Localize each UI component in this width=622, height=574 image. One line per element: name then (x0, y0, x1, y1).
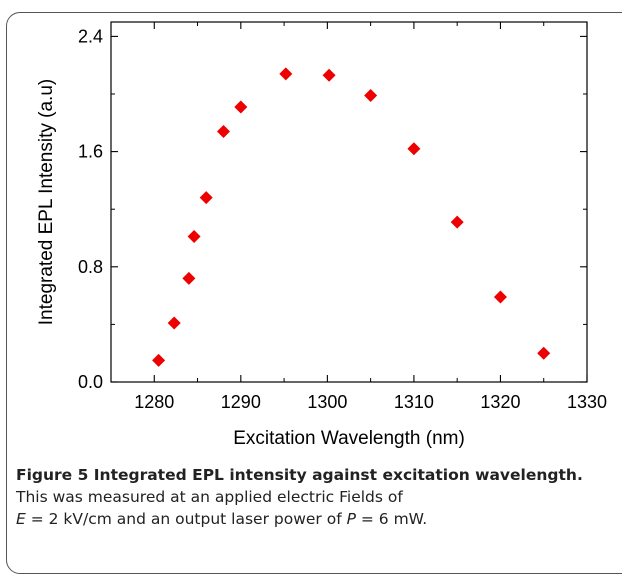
caption-var-e: E (16, 510, 26, 528)
data-point (182, 271, 196, 285)
data-point (152, 353, 166, 367)
data-point (234, 100, 248, 114)
caption-var-p: P (346, 510, 356, 528)
data-point (493, 290, 507, 304)
y-tick-label: 1.6 (78, 142, 103, 162)
data-point (322, 68, 336, 82)
figure-caption: Figure 5 Integrated EPL intensity agains… (16, 464, 606, 530)
x-axis-label: Excitation Wavelength (nm) (233, 428, 465, 449)
caption-label: Figure 5 Integrated EPL intensity agains… (16, 466, 583, 484)
data-point (364, 88, 378, 102)
x-tick-label: 1300 (307, 392, 347, 412)
caption-eq2: = 6 mW. (355, 510, 428, 528)
plot-frame (110, 21, 588, 383)
data-point (199, 191, 213, 205)
x-tick-label: 1280 (134, 392, 174, 412)
caption-text: This was measured at an applied electric… (16, 488, 403, 506)
data-point (407, 142, 421, 156)
y-tick-label: 2.4 (78, 26, 103, 46)
x-tick-label: 1290 (221, 392, 261, 412)
y-axis-label: Integrated EPL Intensity (a.u) (36, 79, 57, 325)
data-point (217, 124, 231, 138)
y-tick-label: 0.8 (78, 257, 103, 277)
scatter-chart: 1280 1290 1300 1310 1320 1330 0.0 0.8 1.6 2.4 Exci… (36, 21, 607, 449)
y-tick-label: 0.0 (78, 372, 103, 392)
data-point (279, 67, 293, 81)
data-point (450, 215, 464, 229)
figure-frame (6, 12, 622, 574)
x-tick-label: 1320 (480, 392, 520, 412)
data-point (537, 346, 551, 360)
x-tick-label: 1330 (567, 392, 607, 412)
x-tick-label: 1310 (394, 392, 434, 412)
caption-eq1: = 2 kV/cm and an output laser power of (25, 510, 347, 528)
data-point (187, 230, 201, 244)
data-point (167, 316, 181, 330)
